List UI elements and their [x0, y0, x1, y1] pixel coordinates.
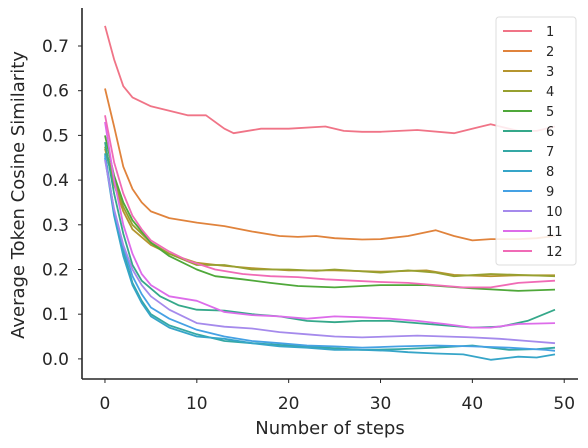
- legend-label-3: 3: [546, 65, 554, 80]
- legend-label-6: 6: [546, 125, 554, 140]
- x-tick-label: 40: [462, 394, 484, 414]
- y-tick-label: 0.0: [42, 350, 69, 370]
- y-tick-labels: 0.0 0.1 0.2 0.3 0.4 0.5 0.6 0.7: [42, 37, 82, 370]
- y-tick-label: 0.2: [42, 260, 69, 280]
- legend-label-8: 8: [546, 165, 554, 180]
- legend-box: [495, 16, 577, 266]
- y-tick-label: 0.7: [42, 37, 69, 57]
- axes: [81, 8, 578, 380]
- y-tick-label: 0.4: [42, 171, 69, 191]
- legend-label-9: 9: [546, 185, 554, 200]
- series-line-11: [104, 121, 556, 329]
- series-line-6: [104, 141, 556, 329]
- legend-label-7: 7: [546, 145, 554, 160]
- x-tick-labels: 0 10 20 30 40 50: [100, 379, 575, 414]
- series-line-4: [104, 146, 556, 278]
- legend-label-2: 2: [546, 45, 554, 60]
- y-tick-label: 0.3: [42, 216, 69, 236]
- x-axis-title: Number of steps: [255, 418, 404, 439]
- legend-label-12: 12: [546, 245, 563, 260]
- x-tick-label: 10: [186, 394, 208, 414]
- x-tick-label: 50: [553, 394, 575, 414]
- series-lines: [104, 25, 556, 361]
- x-tick-label: 30: [370, 394, 392, 414]
- series-line-10: [104, 159, 556, 345]
- y-axis-title: Average Token Cosine Similarity: [8, 51, 29, 339]
- series-line-2: [104, 88, 556, 242]
- y-tick-label: 0.1: [42, 305, 69, 325]
- legend-label-11: 11: [546, 225, 563, 240]
- legend-label-1: 1: [546, 25, 554, 40]
- legend-label-4: 4: [546, 85, 554, 100]
- y-tick-label: 0.5: [42, 126, 69, 146]
- series-line-8: [104, 157, 556, 361]
- x-tick-label: 0: [100, 394, 111, 414]
- series-line-9: [104, 155, 556, 352]
- y-tick-label: 0.6: [42, 82, 69, 102]
- legend-label-5: 5: [546, 105, 554, 120]
- series-line-12: [104, 115, 556, 289]
- series-line-5: [104, 135, 556, 292]
- legend-label-10: 10: [546, 205, 563, 220]
- series-line-1: [104, 25, 556, 135]
- x-tick-label: 20: [278, 394, 300, 414]
